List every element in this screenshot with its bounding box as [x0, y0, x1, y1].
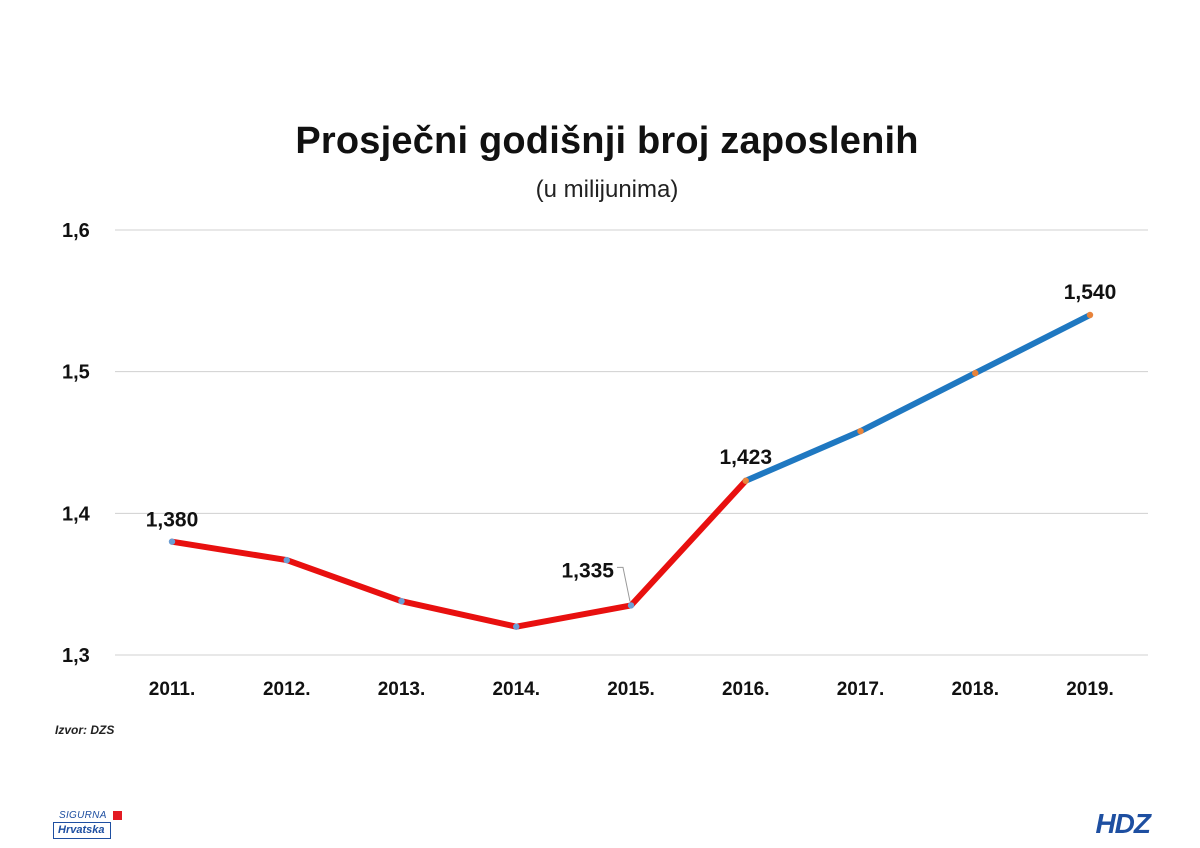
- x-tick-label: 2017.: [837, 679, 885, 700]
- x-tick-label: 2011.: [149, 679, 196, 700]
- source-note: Izvor: DZS: [55, 723, 115, 737]
- x-tick-label: 2015.: [607, 679, 655, 700]
- series-line: [169, 477, 749, 630]
- data-point: [398, 597, 405, 605]
- chart-subtitle: (u milijunima): [535, 176, 679, 203]
- logo-text-bottom: Hrvatska: [53, 822, 112, 839]
- sigurna-hrvatska-logo: SIGURNA Hrvatska: [51, 810, 137, 839]
- data-point: [857, 427, 864, 435]
- y-tick-label: 1,6: [62, 220, 90, 242]
- logo-red-square: [113, 811, 122, 820]
- data-point: [513, 623, 520, 630]
- series-line: [742, 312, 1093, 484]
- x-tick-label: 2019.: [1066, 679, 1114, 700]
- logo-text-top: SIGURNA: [59, 810, 107, 821]
- data-label: 1,380: [146, 509, 199, 532]
- y-tick-label: 1,3: [62, 645, 90, 667]
- data-point: [283, 556, 290, 564]
- data-point: [742, 477, 749, 484]
- data-label: 1,540: [1064, 281, 1117, 304]
- data-point: [627, 602, 635, 609]
- data-label-leader: [617, 566, 631, 602]
- data-point: [1086, 311, 1094, 319]
- x-tick-label: 2012.: [263, 679, 311, 700]
- x-tick-label: 2018.: [951, 679, 999, 700]
- y-tick-label: 1,4: [62, 503, 91, 525]
- data-label: 1,335: [561, 559, 614, 582]
- x-tick-label: 2013.: [378, 679, 426, 700]
- y-tick-label: 1,5: [62, 362, 90, 384]
- hdz-logo: HDZ: [1095, 808, 1151, 839]
- data-point: [168, 538, 176, 545]
- x-tick-label: 2016.: [722, 679, 770, 700]
- x-tick-label: 2014.: [492, 679, 540, 700]
- data-label: 1,423: [719, 446, 772, 469]
- data-point: [972, 369, 979, 377]
- chart-title: Prosječni godišnji broj zaposlenih: [295, 120, 919, 162]
